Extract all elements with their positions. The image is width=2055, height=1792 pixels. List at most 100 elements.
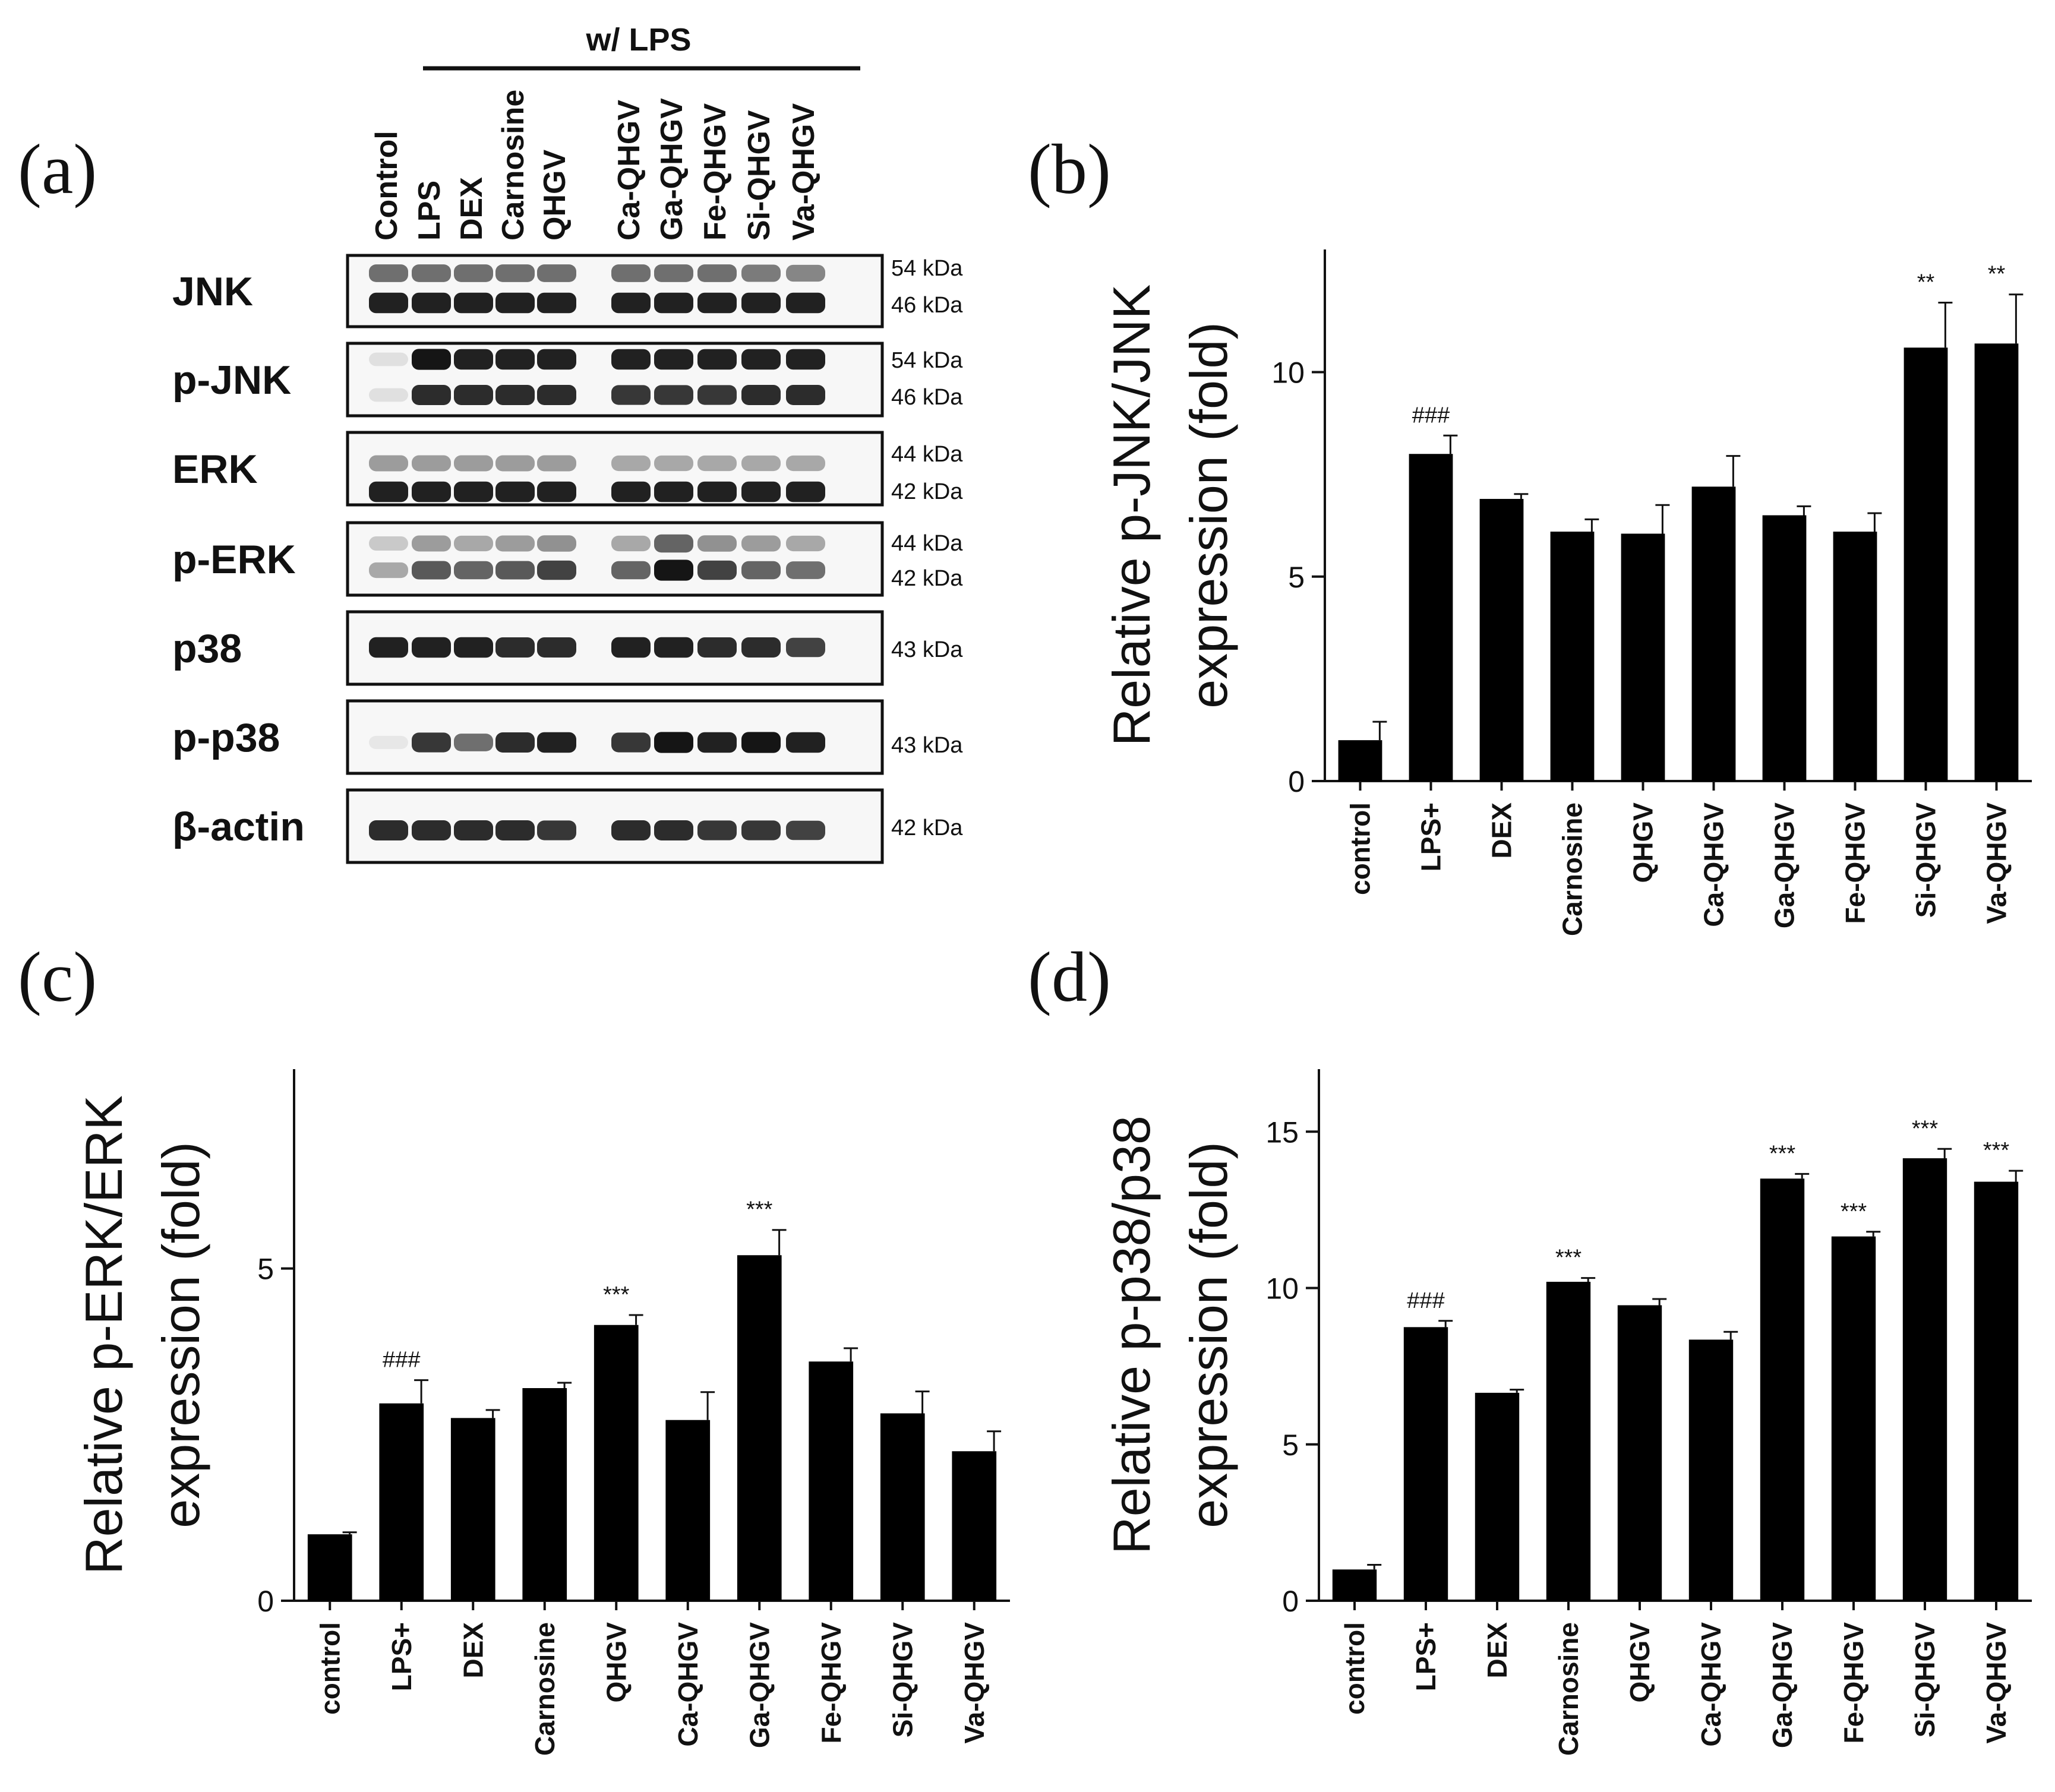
category-label: Ca-QHGV — [1696, 1622, 1726, 1747]
blot-band — [786, 385, 825, 405]
y-tick-label: 0 — [1282, 1585, 1299, 1618]
bar — [1475, 1392, 1520, 1601]
bar — [379, 1403, 424, 1601]
blot-band — [495, 292, 535, 314]
kda-label: 42 kDa — [891, 479, 963, 504]
blot-band — [537, 292, 576, 314]
blot-band — [741, 455, 781, 472]
category-label: Fe-QHGV — [1840, 802, 1871, 924]
bar — [1403, 1327, 1448, 1601]
blot-label: JNK — [172, 269, 253, 314]
blot-band — [697, 349, 737, 370]
blot-band — [537, 732, 576, 753]
y-tick-label: 5 — [1288, 561, 1305, 594]
blot-band — [537, 385, 576, 405]
bar — [1621, 533, 1665, 781]
category-label: Va-QHGV — [1981, 1622, 2012, 1744]
bar — [307, 1534, 352, 1601]
blot-frame — [346, 521, 884, 597]
bar — [1762, 515, 1807, 781]
significance-label: ** — [1917, 270, 1935, 295]
blot-band — [537, 455, 576, 472]
category-label: QHGV — [1624, 1622, 1655, 1703]
blot-band — [611, 535, 651, 552]
blot-band — [412, 481, 451, 502]
significance-label: *** — [1841, 1199, 1867, 1224]
blot-band — [454, 535, 493, 552]
blot-band — [369, 264, 408, 282]
blot-band — [369, 536, 408, 551]
kda-label: 42 kDa — [891, 566, 963, 591]
category-label: Carnosine — [529, 1622, 560, 1756]
bar — [1974, 343, 2019, 781]
kda-label: 43 kDa — [891, 733, 963, 758]
blot-band — [786, 455, 825, 472]
bar — [1974, 1181, 2019, 1601]
treatment-header: w/ LPS — [585, 22, 691, 58]
blot-band — [786, 561, 825, 579]
y-tick-label: 10 — [1265, 1272, 1299, 1306]
category-label: DEX — [1486, 802, 1517, 859]
lane-label: QHGV — [538, 150, 572, 241]
blot-band — [741, 385, 781, 405]
blot-band — [369, 820, 408, 840]
blot-band — [495, 820, 535, 840]
bar — [880, 1413, 925, 1601]
kda-label: 54 kDa — [891, 348, 963, 373]
kda-label: 44 kDa — [891, 442, 963, 467]
blot-band — [611, 561, 651, 580]
blot-band — [654, 820, 693, 840]
blot-band — [741, 732, 781, 753]
blot-band — [654, 455, 693, 472]
y-axis-title: Relative p-p38/p38 — [1102, 1115, 1161, 1554]
category-label: control — [314, 1622, 345, 1715]
blot-band — [741, 637, 781, 658]
blot-band — [786, 637, 825, 658]
category-label: Carnosine — [1553, 1622, 1584, 1756]
blot-band — [537, 264, 576, 282]
lane-label: Si-QHGV — [742, 110, 776, 241]
blot-band — [369, 455, 408, 472]
blot-band — [697, 264, 737, 282]
bar — [1904, 347, 1948, 781]
y-tick-label: 5 — [257, 1253, 274, 1286]
blot-band — [495, 455, 535, 472]
blot-band — [611, 455, 651, 472]
blot-band — [654, 264, 693, 282]
blot-band — [412, 732, 451, 753]
lane-label: Ca-QHGV — [612, 100, 646, 241]
blot-band — [412, 637, 451, 658]
blot-band — [654, 481, 693, 502]
y-axis-title: expression (fold) — [1179, 1142, 1238, 1528]
blot-band — [786, 535, 825, 552]
kda-label: 54 kDa — [891, 256, 963, 281]
blot-band — [369, 352, 408, 366]
blot-band — [412, 455, 451, 472]
category-label: LPS+ — [386, 1622, 417, 1691]
blot-band — [454, 561, 493, 580]
significance-label: ** — [1988, 262, 2006, 287]
blot-band — [537, 820, 576, 840]
blot-band — [495, 637, 535, 658]
category-label: control — [1345, 802, 1376, 895]
blot-band — [741, 561, 781, 580]
bar — [1617, 1305, 1662, 1601]
significance-label: *** — [746, 1197, 773, 1222]
blot-band — [495, 481, 535, 502]
panel-letter-d: (d) — [1028, 937, 1111, 1016]
y-tick-label: 0 — [1288, 765, 1305, 798]
blot-band — [786, 349, 825, 370]
blot-band — [412, 561, 451, 580]
blot-label: p-ERK — [172, 537, 296, 582]
lane-label: Va-QHGV — [787, 103, 821, 241]
kda-label: 42 kDa — [891, 816, 963, 840]
blot-band — [611, 264, 651, 282]
blot-band — [611, 481, 651, 502]
category-label: QHGV — [601, 1622, 632, 1703]
blot-band — [537, 349, 576, 370]
blot-band — [611, 385, 651, 405]
panel-letter-c: (c) — [18, 937, 97, 1016]
bar-chart-p-erk: 0 5 Relative p-ERK/ERK expression (fold) con… — [74, 1069, 1010, 1756]
blot-band — [654, 560, 693, 581]
